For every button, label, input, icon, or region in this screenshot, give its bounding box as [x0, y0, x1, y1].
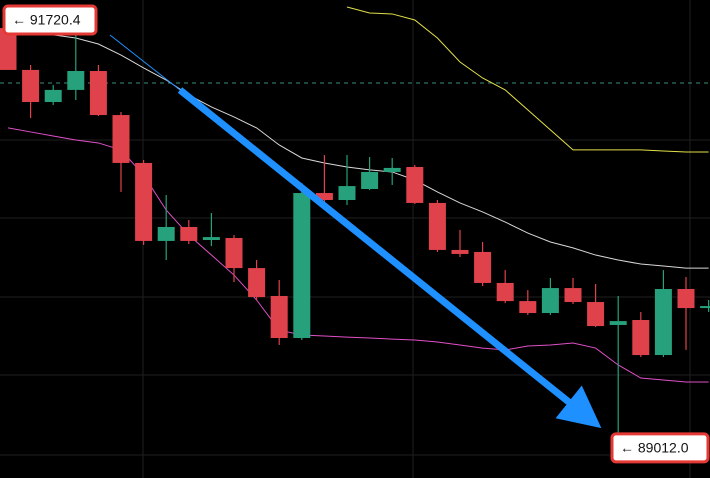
plot [0, 6, 710, 440]
candle-body [135, 162, 153, 241]
price-annotation: ← 89012.0 [610, 432, 710, 464]
annotation-text: ← 89012.0 [620, 440, 689, 456]
trend-arrow-line [177, 87, 602, 429]
candle-body [609, 321, 627, 325]
candle-body [44, 89, 62, 103]
candle-body [202, 237, 220, 241]
candle-body [541, 288, 559, 314]
trend-line-thin [109, 34, 181, 91]
candle-body [519, 301, 537, 314]
candle-body [677, 289, 695, 309]
candle-body [564, 288, 582, 303]
candle-body [496, 282, 514, 302]
candle-body [157, 226, 175, 241]
candle-body [361, 171, 379, 189]
annotation-text: ← 91720.4 [12, 12, 81, 28]
candle-body [654, 289, 672, 356]
annotation-box [610, 432, 710, 464]
price-annotation: ← 91720.4 [2, 4, 98, 36]
candle-body [0, 28, 17, 70]
candle-body [67, 71, 85, 90]
candle-body [587, 302, 605, 327]
candle-body [89, 71, 107, 116]
annotations: ← 91720.4 ← 89012.0 [2, 4, 710, 464]
candle-body [225, 237, 243, 269]
candle-body [270, 295, 288, 338]
candle-body [112, 115, 130, 163]
candle-body [406, 166, 424, 203]
moving-average-line [7, 28, 709, 269]
candle-body [315, 193, 333, 201]
candle-body [474, 251, 492, 283]
candle-body [338, 186, 356, 201]
candle-body [451, 249, 469, 254]
candle-body [700, 306, 710, 309]
candle-body [632, 320, 650, 356]
candle-body [248, 268, 266, 298]
candle-body [293, 193, 311, 338]
annotation-box [2, 4, 98, 36]
candle-body [22, 69, 40, 103]
candle-body [180, 226, 198, 241]
moving-average-line [346, 6, 709, 153]
candle-body [383, 167, 401, 172]
trend-arrow [109, 34, 602, 429]
candle-body [428, 202, 446, 250]
